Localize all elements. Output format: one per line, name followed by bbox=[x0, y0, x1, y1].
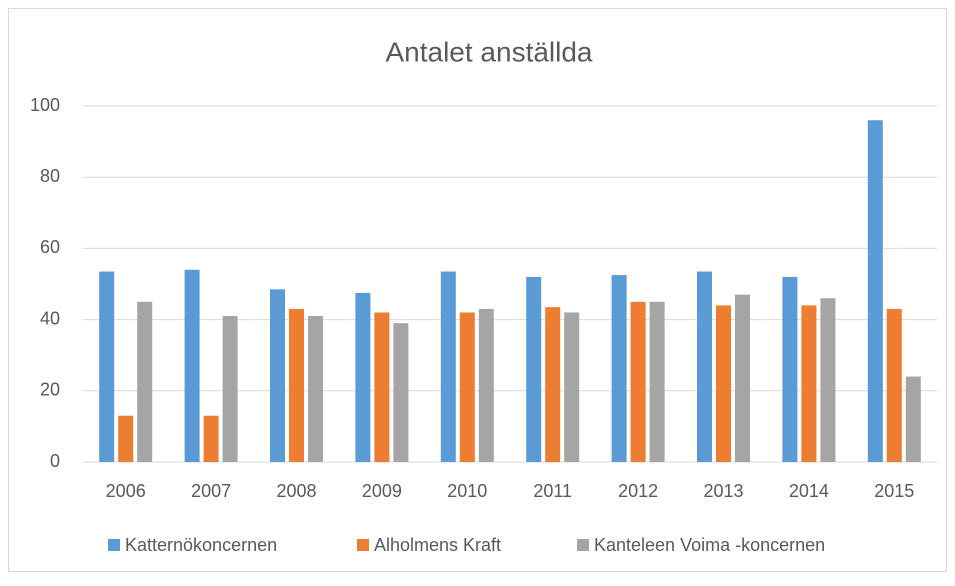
y-tick-label: 60 bbox=[40, 237, 60, 257]
bar bbox=[355, 292, 371, 462]
bar bbox=[478, 308, 494, 462]
y-tick-label: 40 bbox=[40, 308, 60, 328]
x-tick-label: 2009 bbox=[362, 481, 402, 501]
y-tick-label: 20 bbox=[40, 380, 60, 400]
bar bbox=[782, 276, 798, 462]
bar bbox=[611, 275, 627, 462]
bar bbox=[545, 307, 561, 462]
x-tick-label: 2013 bbox=[703, 481, 743, 501]
bar bbox=[735, 294, 750, 462]
x-tick-label: 2014 bbox=[789, 481, 829, 501]
bar bbox=[630, 301, 646, 462]
legend-swatch bbox=[357, 539, 369, 551]
bar bbox=[886, 308, 902, 462]
bar bbox=[459, 312, 475, 462]
bar bbox=[374, 312, 390, 462]
bar bbox=[820, 298, 836, 462]
bar bbox=[801, 305, 817, 462]
bar bbox=[716, 305, 731, 462]
x-tick-label: 2015 bbox=[874, 481, 914, 501]
bar bbox=[184, 269, 200, 462]
x-tick-label: 2012 bbox=[618, 481, 658, 501]
y-tick-label: 0 bbox=[50, 451, 60, 471]
bar bbox=[905, 376, 921, 462]
bar bbox=[867, 120, 883, 463]
legend-swatch bbox=[108, 539, 120, 551]
legend-label: Alholmens Kraft bbox=[374, 535, 501, 555]
bar bbox=[697, 271, 712, 462]
bar bbox=[222, 316, 238, 462]
bar bbox=[118, 415, 134, 462]
x-tick-label: 2010 bbox=[447, 481, 487, 501]
bar bbox=[564, 312, 580, 462]
legend-label: Kanteleen Voima -koncernen bbox=[594, 535, 825, 555]
bar bbox=[99, 271, 115, 462]
bar bbox=[440, 271, 456, 462]
bar bbox=[308, 316, 323, 462]
bar bbox=[393, 323, 409, 462]
x-tick-label: 2006 bbox=[106, 481, 146, 501]
legend-label: Katternökoncernen bbox=[125, 535, 277, 555]
legend-swatch bbox=[577, 539, 589, 551]
x-tick-label: 2008 bbox=[276, 481, 316, 501]
y-tick-label: 100 bbox=[30, 95, 60, 115]
y-tick-label: 80 bbox=[40, 166, 60, 186]
bar bbox=[289, 308, 304, 462]
chart-title: Antalet anställda bbox=[385, 36, 592, 67]
bar bbox=[137, 301, 153, 462]
bar bbox=[270, 289, 285, 462]
x-tick-label: 2011 bbox=[533, 481, 572, 501]
bar bbox=[649, 301, 665, 462]
x-tick-label: 2007 bbox=[191, 481, 231, 501]
bar bbox=[526, 276, 542, 462]
bar bbox=[203, 415, 219, 462]
